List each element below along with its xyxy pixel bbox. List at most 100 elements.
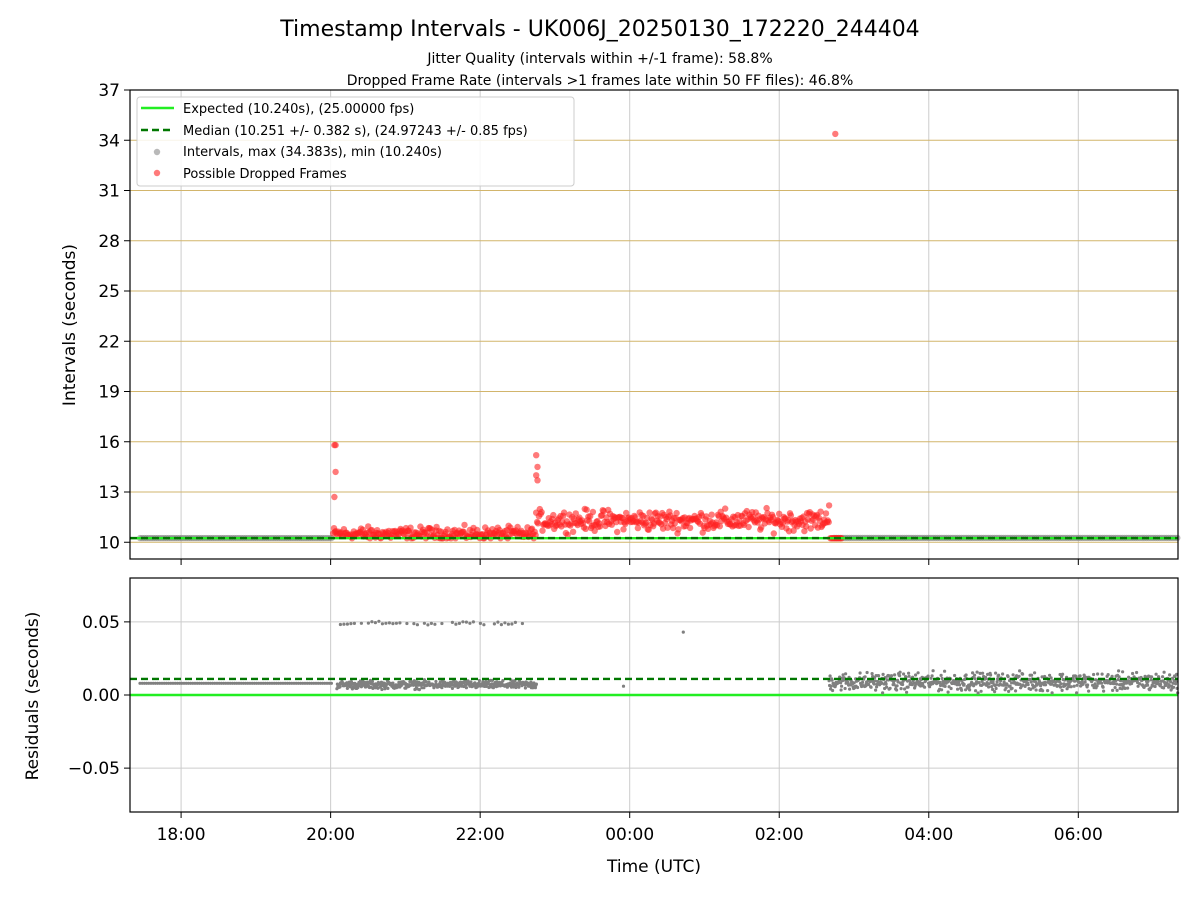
residual-point xyxy=(268,681,272,685)
residual-point xyxy=(338,622,342,627)
residual-point xyxy=(830,678,834,682)
residual-point xyxy=(995,683,999,687)
residual-point xyxy=(1073,679,1077,683)
residual-point xyxy=(873,679,877,683)
residual-point xyxy=(147,681,151,685)
residual-point xyxy=(907,671,911,675)
dropped-frame-point xyxy=(533,472,540,479)
residual-point xyxy=(1161,675,1165,679)
residual-point xyxy=(861,680,865,685)
dropped-frame-point xyxy=(582,525,589,532)
residual-point xyxy=(237,681,241,685)
intervals-y-tick-label: 31 xyxy=(98,182,120,202)
residual-point xyxy=(931,669,935,673)
dropped-frame-point xyxy=(807,525,814,532)
dropped-frame-point xyxy=(646,509,653,516)
residual-point xyxy=(1146,679,1150,683)
residual-point xyxy=(338,685,342,689)
intervals-y-tick-label: 19 xyxy=(98,383,120,403)
residual-point xyxy=(386,686,390,691)
residual-point xyxy=(468,621,472,625)
residual-point xyxy=(926,674,930,678)
residual-point xyxy=(921,681,925,686)
residual-point xyxy=(499,623,503,627)
residual-point xyxy=(987,685,991,689)
residual-point xyxy=(274,681,278,685)
residual-point xyxy=(1135,670,1139,675)
residual-point xyxy=(949,686,953,691)
residual-point xyxy=(940,688,944,692)
residual-point xyxy=(329,681,333,685)
residual-point xyxy=(1126,686,1130,690)
intervals-y-tick-label: 16 xyxy=(98,433,120,453)
residual-point xyxy=(380,687,384,692)
residual-point xyxy=(1059,682,1063,686)
residual-point xyxy=(1151,684,1155,688)
residual-point xyxy=(145,681,149,685)
residual-point xyxy=(960,688,964,692)
intervals-y-axis-label: Intervals (seconds) xyxy=(60,244,80,406)
residual-point xyxy=(881,672,885,677)
residual-point xyxy=(1067,685,1071,689)
residual-point xyxy=(1115,682,1119,686)
residuals-y-tick-label: 0.00 xyxy=(82,686,120,706)
legend-dropped-label: Possible Dropped Frames xyxy=(183,167,347,182)
dropped-frame-point xyxy=(538,508,545,516)
residual-point xyxy=(422,686,426,690)
residual-point xyxy=(1026,683,1030,687)
residual-point xyxy=(994,671,998,675)
residual-point xyxy=(839,688,843,692)
residual-point xyxy=(1046,689,1050,693)
residual-point xyxy=(235,681,239,685)
residual-point xyxy=(266,681,270,685)
residual-point xyxy=(272,681,276,685)
residual-point xyxy=(964,673,968,677)
residual-point xyxy=(1050,682,1054,686)
residual-point xyxy=(1110,674,1114,678)
residual-point xyxy=(1131,671,1135,676)
intervals-y-tick-label: 37 xyxy=(98,81,120,101)
residual-point xyxy=(1162,686,1166,690)
residual-point xyxy=(1010,686,1014,690)
residual-point xyxy=(840,684,844,688)
residual-point xyxy=(153,681,157,685)
chart-subtitle-jitter: Jitter Quality (intervals within +/-1 fr… xyxy=(426,51,772,67)
residual-point xyxy=(301,681,305,685)
residual-point xyxy=(1081,682,1085,686)
dropped-frame-point xyxy=(564,531,571,538)
residual-point xyxy=(391,681,395,685)
residuals-y-axis-label: Residuals (seconds) xyxy=(23,612,43,781)
residual-point xyxy=(496,620,500,624)
residual-point xyxy=(896,680,900,684)
residual-point xyxy=(414,683,418,687)
residual-point xyxy=(1072,684,1076,688)
residual-point xyxy=(1139,675,1143,680)
residual-point xyxy=(1175,672,1179,677)
intervals-y-tick-label: 22 xyxy=(98,332,120,352)
residuals-panel: 0.05 0.00 −0.05 18:00 20:00 22:00 00:00 02:00 04… xyxy=(23,577,1180,877)
dropped-frame-point xyxy=(331,493,338,501)
residual-point xyxy=(1123,686,1127,691)
dropped-frame-point xyxy=(770,530,777,537)
residual-point xyxy=(158,681,162,685)
residual-point xyxy=(1040,675,1044,679)
residual-point xyxy=(1100,681,1104,685)
residual-point xyxy=(471,620,475,624)
residual-point xyxy=(523,686,528,690)
residual-point xyxy=(1106,673,1110,677)
residual-point xyxy=(962,682,966,687)
residual-point xyxy=(919,678,923,682)
residual-point xyxy=(197,681,201,685)
residual-point xyxy=(464,686,468,690)
residual-point xyxy=(370,679,374,684)
residual-point xyxy=(898,670,902,674)
dropped-frame-point xyxy=(787,512,795,519)
residual-point xyxy=(1092,672,1096,677)
dropped-frame-point xyxy=(583,506,590,513)
residual-point xyxy=(189,681,193,685)
residual-point xyxy=(162,681,166,685)
residual-point xyxy=(880,681,884,685)
dropped-frame-point xyxy=(560,509,568,516)
residual-point xyxy=(259,681,263,685)
residual-point xyxy=(246,681,250,685)
